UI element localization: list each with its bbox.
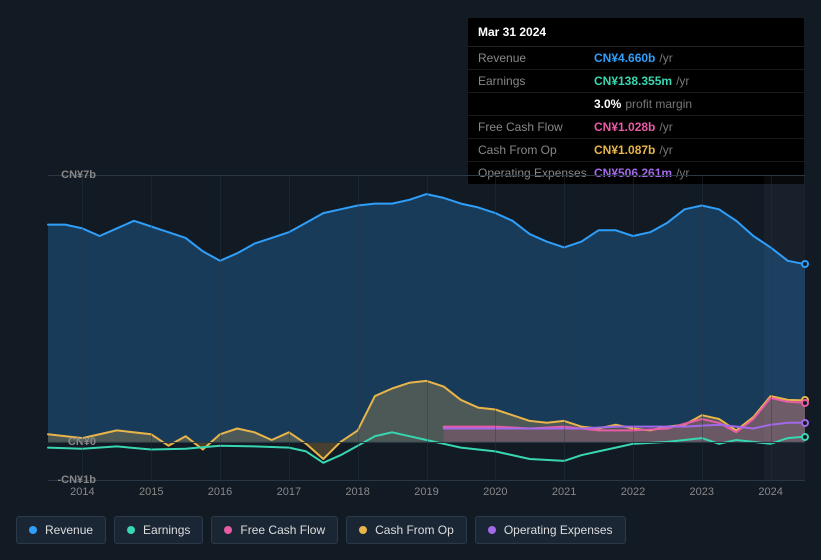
- x-axis-label: 2022: [621, 486, 645, 498]
- legend-item[interactable]: Cash From Op: [346, 516, 467, 544]
- legend-dot-icon: [224, 526, 232, 534]
- tooltip-label: Free Cash Flow: [478, 120, 594, 134]
- legend-label: Earnings: [143, 523, 190, 537]
- legend-label: Operating Expenses: [504, 523, 613, 537]
- series-end-marker: [801, 260, 809, 268]
- y-gridline: [48, 480, 805, 481]
- tooltip-suffix: /yr: [676, 74, 689, 88]
- tooltip-row: EarningsCN¥138.355m/yr: [468, 70, 804, 93]
- legend-item[interactable]: Earnings: [114, 516, 203, 544]
- x-gridline: [82, 175, 83, 480]
- x-gridline: [358, 175, 359, 480]
- series-end-marker: [801, 419, 809, 427]
- x-gridline: [633, 175, 634, 480]
- tooltip-suffix: /yr: [659, 120, 672, 134]
- legend-dot-icon: [29, 526, 37, 534]
- x-axis-label: 2023: [690, 486, 714, 498]
- x-gridline: [702, 175, 703, 480]
- y-axis-label: CN¥7b: [61, 169, 96, 181]
- x-gridline: [495, 175, 496, 480]
- legend-label: Free Cash Flow: [240, 523, 325, 537]
- legend-item[interactable]: Free Cash Flow: [211, 516, 338, 544]
- x-axis-label: 2020: [483, 486, 507, 498]
- legend-label: Revenue: [45, 523, 93, 537]
- tooltip-date: Mar 31 2024: [468, 18, 804, 47]
- x-axis-label: 2015: [139, 486, 163, 498]
- tooltip-value: CN¥4.660b: [594, 51, 655, 65]
- x-axis-label: 2019: [414, 486, 438, 498]
- x-gridline: [289, 175, 290, 480]
- x-gridline: [220, 175, 221, 480]
- tooltip-label: Revenue: [478, 51, 594, 65]
- legend-dot-icon: [127, 526, 135, 534]
- x-axis-label: 2017: [277, 486, 301, 498]
- tooltip-value: CN¥1.028b: [594, 120, 655, 134]
- x-axis-label: 2024: [758, 486, 782, 498]
- tooltip-value: 3.0%: [594, 97, 621, 111]
- legend-item[interactable]: Revenue: [16, 516, 106, 544]
- legend-item[interactable]: Operating Expenses: [475, 516, 626, 544]
- series-end-marker: [801, 433, 809, 441]
- x-axis-label: 2018: [345, 486, 369, 498]
- y-axis-label: -CN¥1b: [57, 474, 96, 486]
- tooltip-suffix: profit margin: [625, 97, 692, 111]
- x-gridline: [151, 175, 152, 480]
- financials-chart[interactable]: CN¥7bCN¥0-CN¥1b2014201520162017201820192…: [16, 155, 805, 500]
- x-gridline: [564, 175, 565, 480]
- x-gridline: [427, 175, 428, 480]
- x-gridline: [771, 175, 772, 480]
- x-axis-label: 2016: [208, 486, 232, 498]
- chart-plot-area: CN¥7bCN¥0-CN¥1b2014201520162017201820192…: [48, 175, 805, 480]
- series-end-marker: [801, 399, 809, 407]
- tooltip-suffix: /yr: [659, 51, 672, 65]
- chart-legend: Revenue Earnings Free Cash Flow Cash From O…: [16, 516, 626, 544]
- tooltip-label: [478, 97, 594, 111]
- legend-label: Cash From Op: [375, 523, 454, 537]
- tooltip-row: Free Cash FlowCN¥1.028b/yr: [468, 116, 804, 139]
- tooltip-row: 3.0% profit margin: [468, 93, 804, 116]
- tooltip-value: CN¥138.355m: [594, 74, 672, 88]
- tooltip-label: Earnings: [478, 74, 594, 88]
- legend-dot-icon: [359, 526, 367, 534]
- x-axis-label: 2014: [70, 486, 94, 498]
- tooltip-row: RevenueCN¥4.660b/yr: [468, 47, 804, 70]
- x-axis-label: 2021: [552, 486, 576, 498]
- legend-dot-icon: [488, 526, 496, 534]
